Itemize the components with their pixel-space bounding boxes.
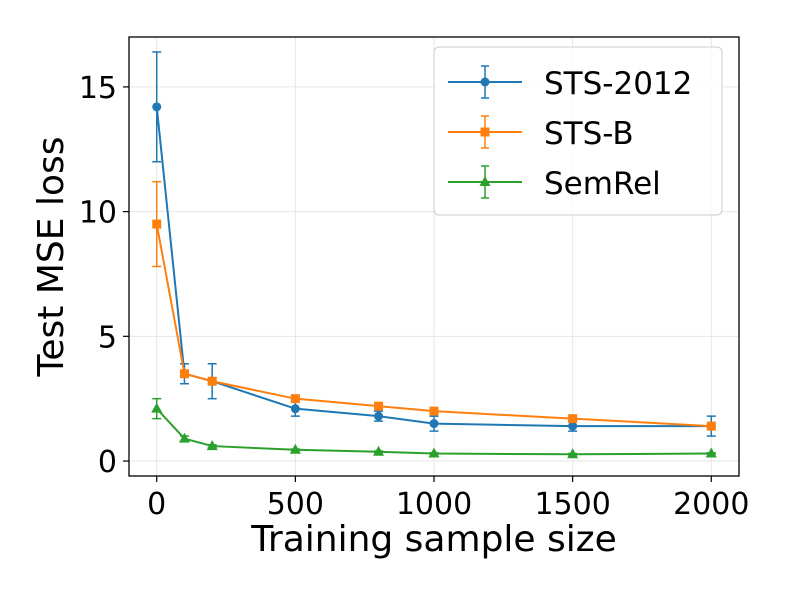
- data-point: [429, 406, 439, 416]
- x-axis-label: Training sample size: [250, 519, 617, 560]
- data-point: [374, 401, 384, 411]
- legend: STS-2012 STS-B SemRel: [433, 46, 723, 216]
- legend-label: STS-2012: [544, 66, 692, 102]
- data-point: [568, 414, 578, 424]
- data-point: [289, 443, 301, 454]
- series-sts-b: [152, 180, 716, 431]
- y-tick-label: 0: [98, 445, 117, 480]
- series-line: [155, 223, 712, 428]
- legend-label: STS-B: [544, 116, 634, 152]
- legend-marker: [480, 77, 490, 87]
- data-point: [152, 102, 162, 112]
- y-tick-label: 5: [98, 320, 117, 355]
- data-point: [568, 421, 578, 431]
- data-point: [206, 440, 218, 451]
- series-semrel: [151, 397, 717, 459]
- data-point: [207, 376, 217, 386]
- data-point: [706, 421, 716, 431]
- x-tick-label: 500: [267, 487, 324, 522]
- series-layer: [151, 51, 717, 459]
- data-point: [428, 447, 440, 458]
- data-point: [151, 402, 163, 413]
- data-point: [290, 394, 300, 404]
- legend-box: [433, 46, 723, 216]
- x-tick-label: 0: [147, 487, 166, 522]
- ticks: 0 500 1000 1500 2000 0 5 10 15: [79, 71, 750, 522]
- series-line: [155, 407, 712, 456]
- data-point: [374, 411, 384, 421]
- data-point: [567, 448, 579, 459]
- legend-marker: [480, 127, 490, 137]
- data-point: [429, 419, 439, 429]
- data-point: [152, 219, 162, 229]
- y-axis-label: Test MSE loss: [31, 137, 72, 378]
- x-tick-label: 1500: [534, 487, 610, 522]
- data-point: [373, 445, 385, 456]
- data-point: [179, 369, 189, 379]
- x-tick-label: 1000: [396, 487, 472, 522]
- data-point: [705, 447, 717, 458]
- data-point: [178, 432, 190, 443]
- y-tick-label: 15: [79, 71, 117, 106]
- x-tick-label: 2000: [673, 487, 749, 522]
- legend-marker: [479, 176, 491, 186]
- legend-label: SemRel: [544, 166, 661, 202]
- y-tick-label: 10: [79, 196, 117, 231]
- data-point: [290, 404, 300, 414]
